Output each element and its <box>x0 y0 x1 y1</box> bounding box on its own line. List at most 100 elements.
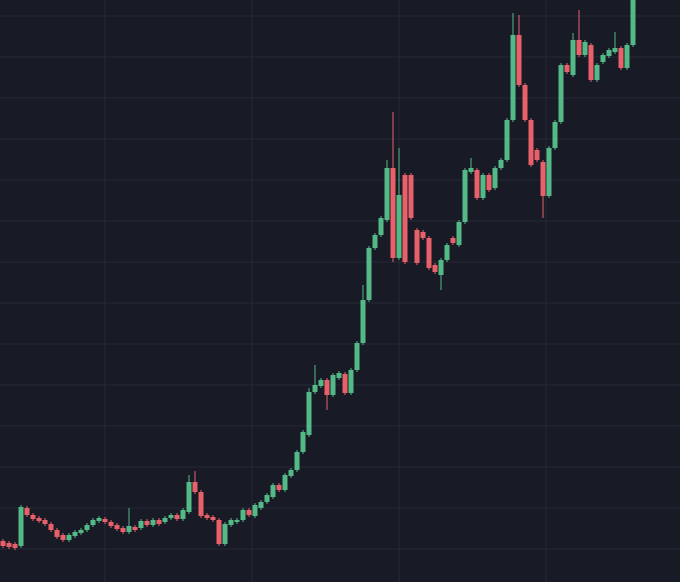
candle-body <box>276 485 282 490</box>
candle-body <box>150 520 156 525</box>
candle-body <box>552 122 558 148</box>
candle-body <box>582 42 588 55</box>
candle-body <box>462 170 468 222</box>
candle-body <box>294 452 300 470</box>
candle-body <box>432 265 438 272</box>
candle-body <box>456 222 462 245</box>
candle-body <box>612 48 618 52</box>
candle-body <box>66 535 72 540</box>
candle-body <box>0 541 6 546</box>
candle-body <box>378 218 384 235</box>
candle-body <box>168 515 174 518</box>
candle-body <box>468 168 474 172</box>
candle-body <box>156 520 162 524</box>
candle-body <box>588 45 594 80</box>
candle-body <box>480 175 486 198</box>
candle-body <box>540 162 546 196</box>
candle-body <box>342 374 348 393</box>
candle-body <box>570 40 576 75</box>
candle-body <box>210 517 216 520</box>
candle-body <box>240 510 246 520</box>
candle-body <box>60 535 66 540</box>
candle-body <box>564 65 570 72</box>
candle-body <box>504 120 510 160</box>
candle-body <box>474 170 480 198</box>
candle-body <box>234 520 240 522</box>
candle-body <box>48 524 54 530</box>
candle-body <box>558 65 564 122</box>
candle-body <box>270 485 276 497</box>
candle-body <box>396 195 402 258</box>
candle-body <box>246 510 252 515</box>
candle-body <box>576 40 582 55</box>
candle-body <box>222 524 228 544</box>
candle-body <box>6 543 12 547</box>
candle-body <box>414 230 420 263</box>
candle-body <box>204 515 210 518</box>
candle-body <box>78 530 84 533</box>
candle-body <box>90 520 96 525</box>
candle-body <box>444 245 450 260</box>
candle-body <box>486 175 492 190</box>
candle-body <box>594 65 600 80</box>
candle-body <box>258 502 264 508</box>
candle-body <box>300 432 306 452</box>
candle-body <box>546 148 552 196</box>
candle-body <box>510 35 516 120</box>
candle-body <box>36 518 42 521</box>
candle-body <box>360 300 366 343</box>
candle-body <box>492 168 498 188</box>
candle-body <box>24 508 30 515</box>
candle-body <box>438 260 444 275</box>
candle-body <box>174 515 180 519</box>
candle-body <box>114 525 120 529</box>
candle-body <box>132 527 138 530</box>
candle-body <box>366 248 372 300</box>
candle-body <box>336 373 342 378</box>
candle-body <box>192 482 198 492</box>
candle-body <box>306 392 312 435</box>
candle-body <box>42 520 48 524</box>
candle-body <box>162 518 168 522</box>
candle-body <box>144 521 150 525</box>
candle-body <box>390 168 396 258</box>
candle-body <box>120 528 126 532</box>
candle-body <box>450 238 456 243</box>
candle-body <box>84 525 90 530</box>
candle-body <box>186 482 192 512</box>
candle-body <box>108 522 114 526</box>
candle-body <box>408 175 414 218</box>
candle-body <box>618 48 624 68</box>
candle-body <box>318 380 324 386</box>
candle-body <box>348 370 354 393</box>
vertical-grid <box>104 0 547 582</box>
candle-body <box>354 343 360 370</box>
candle-body <box>102 519 108 522</box>
candle-body <box>264 495 270 502</box>
candle-body <box>288 470 294 476</box>
candle-body <box>330 375 336 395</box>
candle-body <box>624 45 630 68</box>
candle-body <box>516 35 522 85</box>
candle-body <box>18 507 24 546</box>
candle-body <box>198 492 204 516</box>
candle-body <box>522 85 528 120</box>
candle-body <box>534 150 540 160</box>
candle-body <box>180 510 186 519</box>
candle-body <box>312 385 318 392</box>
candle-body <box>402 175 408 262</box>
candle-body <box>30 515 36 519</box>
candle-body <box>216 520 222 544</box>
candle-body <box>282 475 288 490</box>
candle-body <box>72 532 78 536</box>
candle-body <box>252 505 258 516</box>
candle-body <box>426 238 432 268</box>
candle-body <box>606 50 612 56</box>
candle-body <box>600 55 606 62</box>
candle-body <box>12 544 18 548</box>
candle-body <box>630 0 636 45</box>
candle-body <box>420 232 426 238</box>
